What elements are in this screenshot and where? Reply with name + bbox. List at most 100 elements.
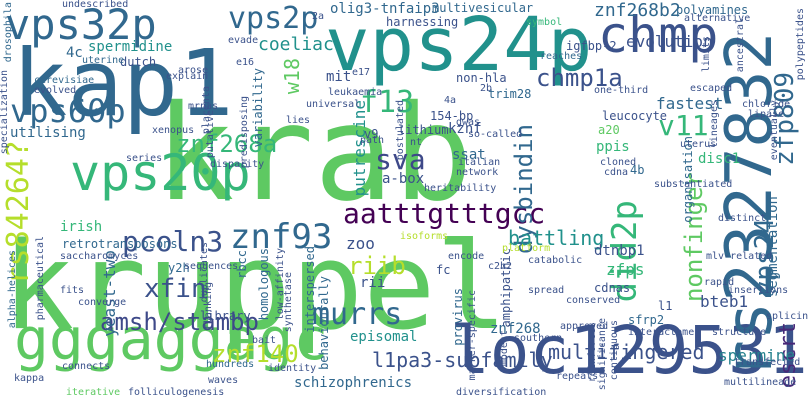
word-path: path <box>360 135 385 146</box>
word-universal: universal <box>306 99 361 110</box>
word-multifingered: multifingered <box>548 340 705 364</box>
word-sva: sva <box>375 143 426 176</box>
word-a20: a20 <box>598 123 620 137</box>
word-cdnas: cdnas <box>594 281 631 295</box>
word-provirus: provirus <box>451 288 465 346</box>
word-murrs: murrs <box>312 297 403 332</box>
word-rapid: rapid <box>704 277 735 288</box>
word-placenta: placenta <box>201 86 212 135</box>
word-modest: modest <box>499 330 510 367</box>
word-cloned: cloned <box>600 157 637 168</box>
word-vps24p: vps24p <box>325 2 593 88</box>
word-leucocyte: leucocyte <box>602 109 668 123</box>
word-symbol: symbol <box>526 17 563 28</box>
word-sequences: sequences <box>184 261 239 272</box>
word-154-bp: 154-bp <box>430 109 474 123</box>
word-italian: italian <box>458 157 501 168</box>
word-spread: spread <box>528 285 565 296</box>
word-homologous: homologous <box>257 248 271 321</box>
word-escaped: escaped <box>690 83 733 94</box>
word-limits: limits <box>701 36 712 73</box>
word-arose: arose <box>178 65 209 76</box>
word-znf268: znf268 <box>490 321 541 337</box>
word-cerevisiae: cerevisiae <box>34 75 95 86</box>
word-platform: platform <box>502 243 551 254</box>
word-vps2p: vps2p <box>228 1 319 36</box>
word-igfbp-2: igfbp-2 <box>566 39 617 53</box>
word-conserved: conserved <box>566 295 621 306</box>
word-c2h2: c2h2 <box>488 261 513 272</box>
word-evolution: evolution <box>626 32 713 51</box>
word-znf93: znf93 <box>230 217 333 257</box>
word-evolved: evolved <box>34 85 77 96</box>
word-pharmaceutical: pharmaceutical <box>35 236 46 321</box>
word-y2h: y2h <box>168 261 190 275</box>
word-mrnas: mrnas <box>188 101 219 112</box>
word-postulated: postulated <box>395 100 406 161</box>
word-schizophrenics: schizophrenics <box>294 375 413 391</box>
word-identity: identity <box>268 363 317 374</box>
word-structure: structure <box>712 327 767 338</box>
word-alternative: alternative <box>684 13 751 24</box>
word-disparity: disparity <box>210 159 265 170</box>
word-evade: evade <box>228 35 259 46</box>
word-marker-specific: marker-specific <box>467 290 478 381</box>
word-aatttgtttgcc: aatttgtttgcc <box>343 197 546 230</box>
word-irish: irish <box>60 219 103 235</box>
word-transfected: transfected <box>734 357 801 368</box>
word-amsh-stambp: amsh/stambp <box>100 308 259 336</box>
word-w18: w18 <box>280 58 304 95</box>
word-kappa: kappa <box>14 373 45 384</box>
word-battling: battling <box>508 226 605 250</box>
word-multilineage-2: multilineage <box>724 377 797 388</box>
word-fastest: fastest <box>656 94 724 113</box>
word-ssat: ssat <box>452 147 486 163</box>
word-distinct: distinct <box>718 213 767 224</box>
word-eventually: eventually <box>769 100 780 161</box>
word-mlv-related: mlv-related <box>706 251 773 262</box>
word-kznf: kznf <box>448 121 482 137</box>
word-insertions: insertions <box>728 285 789 296</box>
word-explain: explain <box>166 71 209 82</box>
word-series: series <box>126 153 163 164</box>
word-pcoln3: pcoln3 <box>122 225 224 258</box>
word-a-box: a-box <box>382 171 425 187</box>
word-significance: significance <box>597 318 608 391</box>
word-interspersed: interspersed <box>303 246 317 333</box>
word-dtnbp1: dtnbp1 <box>594 243 645 259</box>
word-approved: approved <box>560 321 609 332</box>
word-southern: southern <box>514 333 563 344</box>
word-nt: nt <box>410 137 423 148</box>
word-v11: v11 <box>658 109 709 142</box>
word-gggaggagc: gggaggagc <box>14 305 329 373</box>
word-lies: lies <box>286 115 311 126</box>
word-bait: bait <box>252 335 277 346</box>
word-waves: waves <box>208 375 239 386</box>
word-v9: v9 <box>364 127 379 141</box>
word-4c: 4c <box>66 45 83 61</box>
word-episomal: episomal <box>350 329 418 345</box>
word-one-third: one-third <box>594 85 649 96</box>
word-4b: 4b <box>630 163 645 177</box>
word-e17: e17 <box>352 67 371 78</box>
word-chmp1a: chmp1a <box>536 64 623 92</box>
word-vps32p: vps32p <box>5 0 157 49</box>
word-converge: converge <box>78 297 127 308</box>
word-duplicates: duplicates <box>199 242 210 303</box>
word-lithium: lithium <box>398 123 449 137</box>
word-polypeptides: polypeptides <box>795 8 806 81</box>
word-network: network <box>456 167 499 178</box>
word-disc1: disc1 <box>698 151 741 167</box>
word-non-hla: non-hla <box>456 71 507 85</box>
word-chmp: chmp <box>598 6 719 64</box>
word-multivesicular: multivesicular <box>432 1 534 15</box>
word-drosophila: drosophila <box>3 2 14 63</box>
word-fits: fits <box>60 285 85 296</box>
word-utilising: utilising <box>10 125 86 141</box>
word-specialization: specialization <box>0 70 10 155</box>
word-riib: riib <box>348 252 406 280</box>
word-splicing: splicing <box>766 311 808 322</box>
word-znf140: znf140 <box>212 340 299 368</box>
word-predisposing: predisposing <box>239 96 250 169</box>
